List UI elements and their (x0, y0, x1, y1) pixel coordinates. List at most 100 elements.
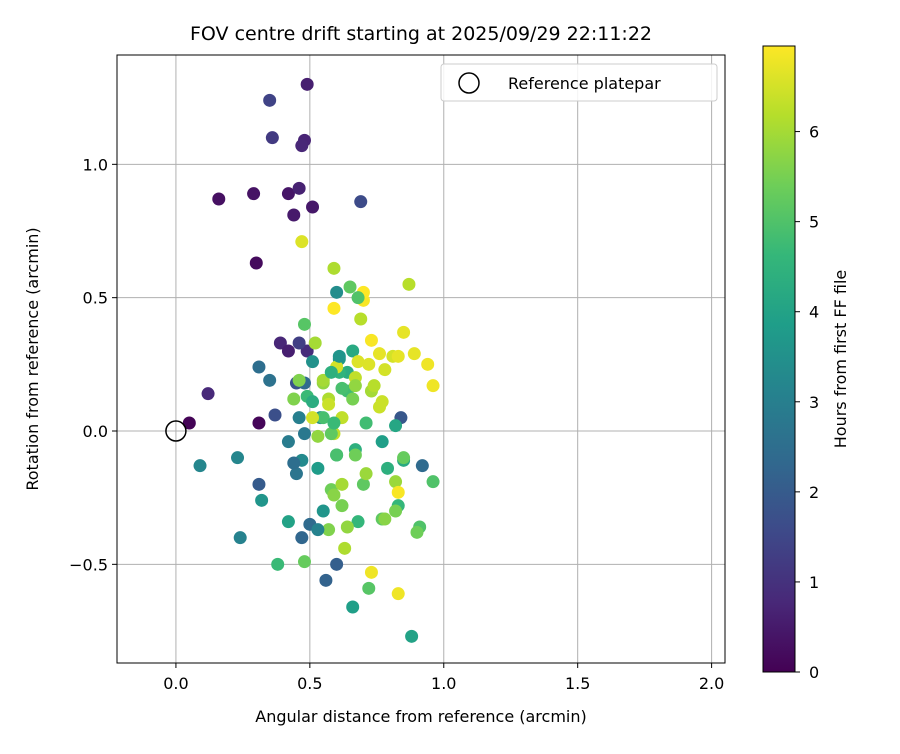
data-point (324, 365, 338, 379)
data-point (410, 525, 424, 539)
data-point (306, 411, 320, 425)
legend: Reference platepar (440, 63, 718, 102)
data-point (335, 499, 349, 513)
data-point (346, 344, 360, 358)
data-point (201, 387, 215, 401)
data-point (375, 395, 389, 409)
data-point (327, 301, 341, 315)
data-point (252, 360, 266, 374)
data-point (391, 485, 405, 499)
data-point (233, 531, 247, 545)
data-point (252, 416, 266, 430)
data-point (287, 208, 301, 222)
data-point (389, 504, 403, 518)
data-point (322, 397, 336, 411)
data-point (378, 363, 392, 377)
data-point (330, 557, 344, 571)
data-point (378, 512, 392, 526)
y-tick-label: −0.5 (69, 555, 108, 574)
data-point (182, 416, 196, 430)
data-point (271, 557, 285, 571)
data-point (362, 581, 376, 595)
data-point (389, 419, 403, 433)
data-point (306, 200, 320, 214)
data-point (343, 280, 357, 294)
data-point (364, 333, 378, 347)
data-point (306, 355, 320, 369)
y-tick-label: 0.0 (83, 422, 108, 441)
data-point (295, 531, 309, 545)
data-point (263, 93, 277, 107)
data-point (308, 336, 322, 350)
plot-frame (116, 54, 726, 664)
data-point (273, 336, 287, 350)
data-point (268, 408, 282, 422)
data-point (319, 573, 333, 587)
x-tick-label: 0.5 (297, 674, 322, 693)
colorbar-gradient (763, 46, 795, 672)
y-tick-label: 0.5 (83, 289, 108, 308)
reference-platepar-marker (165, 420, 187, 442)
x-tick-label: 0.0 (163, 674, 188, 693)
y-tick-label: 1.0 (83, 155, 108, 174)
data-point (281, 344, 295, 358)
data-point (351, 515, 365, 529)
data-point (287, 456, 301, 470)
data-point (354, 312, 368, 326)
data-point (231, 451, 245, 465)
data-point (407, 347, 421, 361)
data-point (297, 317, 311, 331)
x-tick-label: 2.0 (699, 674, 724, 693)
data-point (426, 379, 440, 393)
data-point (338, 541, 352, 555)
data-point (327, 261, 341, 275)
colorbar-tick-label: 1 (809, 573, 819, 592)
data-point (359, 416, 373, 430)
data-point (324, 427, 338, 441)
data-point (332, 349, 346, 363)
data-point (316, 373, 330, 387)
data-point (289, 467, 303, 481)
data-point (311, 523, 325, 537)
data-point (335, 381, 349, 395)
y-axis-ticks: −0.5 0.0 0.5 1.0 (69, 155, 117, 574)
data-point (421, 357, 435, 371)
data-point (367, 379, 381, 393)
x-axis-ticks: 0.0 0.5 1.0 1.5 2.0 (163, 663, 724, 693)
data-point (295, 139, 309, 153)
data-point (359, 467, 373, 481)
colorbar-tick-label: 4 (809, 303, 819, 322)
data-point (346, 600, 360, 614)
data-point (292, 411, 306, 425)
colorbar-tick-label: 2 (809, 483, 819, 502)
data-point (348, 448, 362, 462)
grid (117, 55, 725, 663)
data-point (348, 379, 362, 393)
data-point (426, 475, 440, 489)
legend-marker-icon (458, 72, 480, 94)
data-point (297, 555, 311, 569)
chart-title: FOV centre drift starting at 2025/09/29 … (190, 23, 652, 45)
legend-box (440, 63, 718, 102)
data-point (346, 392, 360, 406)
data-point (193, 459, 207, 473)
data-point (292, 373, 306, 387)
data-point (311, 461, 325, 475)
data-point (351, 355, 365, 369)
data-point (292, 181, 306, 195)
data-point (322, 523, 336, 537)
data-point (415, 459, 429, 473)
data-point (340, 520, 354, 534)
data-point (247, 187, 261, 201)
data-point (281, 515, 295, 529)
data-point (252, 477, 266, 491)
colorbar-tick-label: 6 (809, 123, 819, 142)
data-point (330, 448, 344, 462)
data-point (372, 347, 386, 361)
data-point (255, 493, 269, 507)
data-point (397, 325, 411, 339)
data-point (391, 349, 405, 363)
data-point (316, 504, 330, 518)
